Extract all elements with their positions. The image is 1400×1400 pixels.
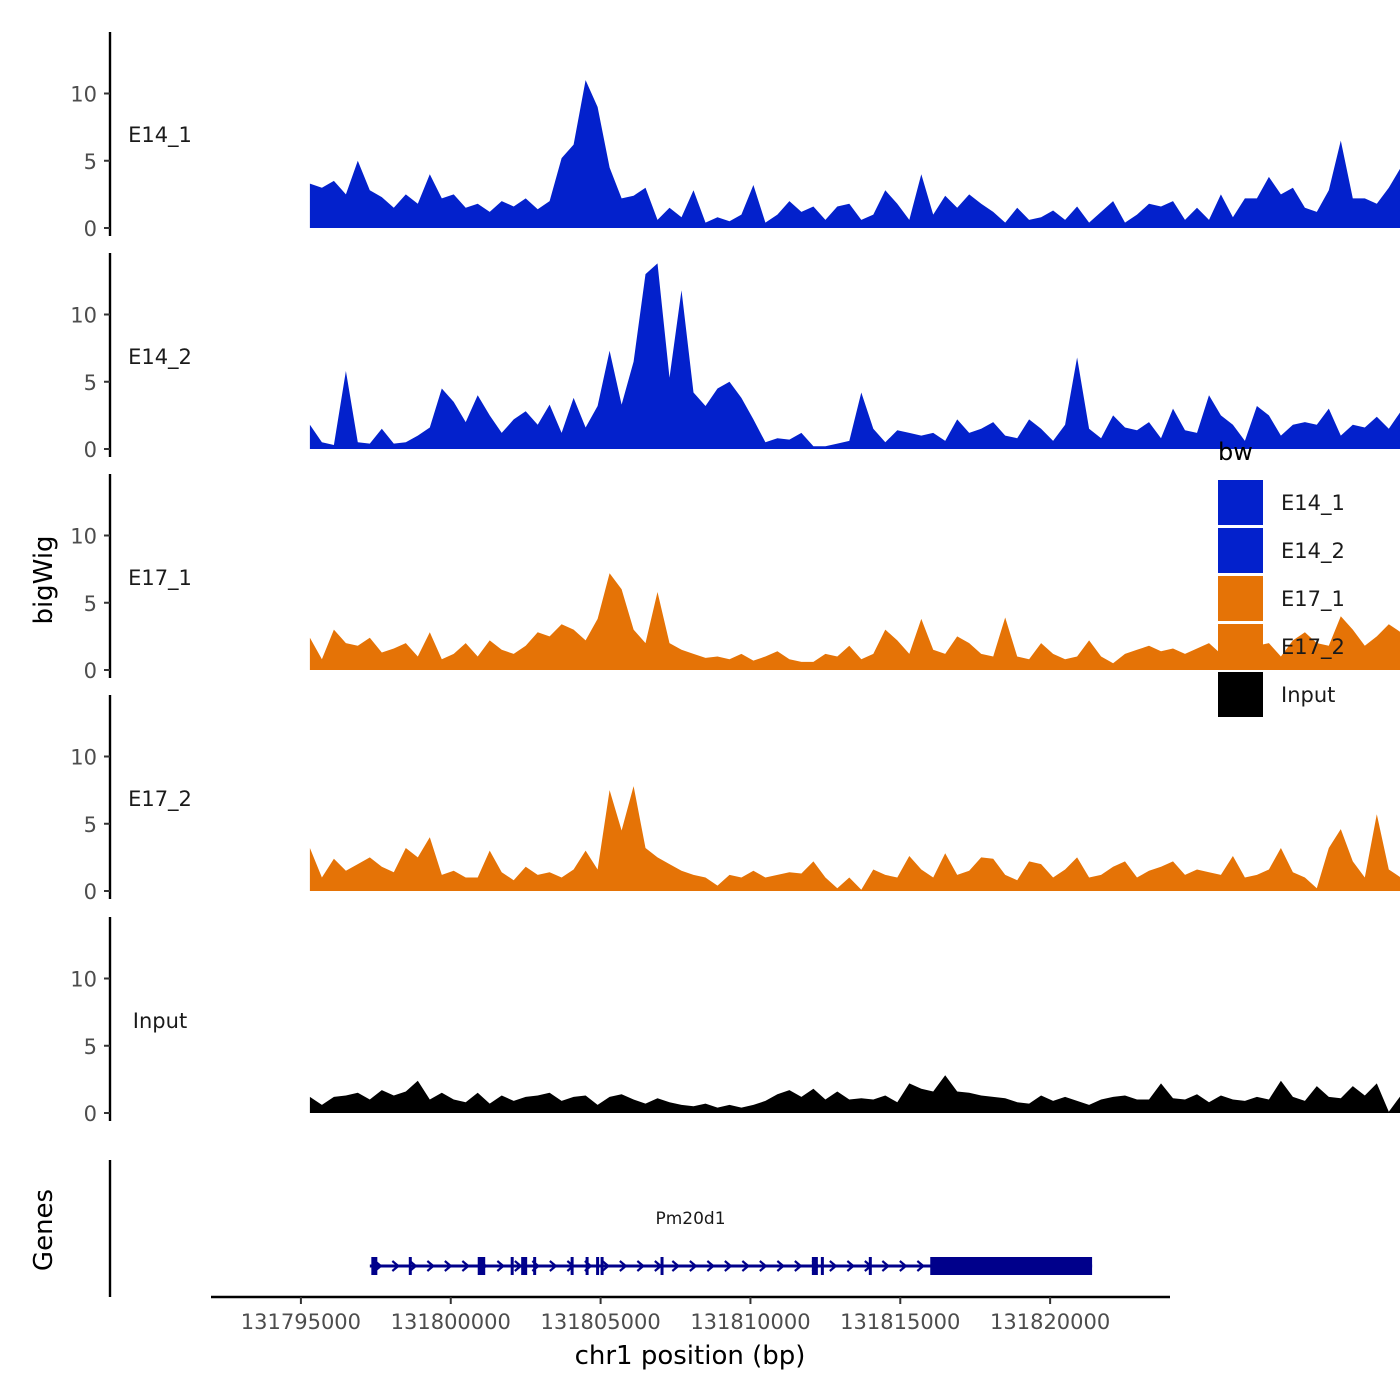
exon-pm20d1-14 [930, 1257, 1093, 1275]
track-panel-e17-1: 0 5 10 E17_1 [70, 474, 1400, 683]
strand-arrow [514, 1260, 523, 1272]
signal-area-e14-1 [309, 80, 1400, 228]
strand-arrow [549, 1260, 558, 1272]
track-label-input: Input [133, 1009, 187, 1033]
legend-title: bw [1218, 438, 1253, 466]
exon-pm20d1-3 [510, 1257, 514, 1275]
strand-arrow [724, 1260, 733, 1272]
exon-pm20d1-8 [596, 1257, 600, 1275]
legend-label-e17-2: E17_2 [1281, 635, 1345, 660]
y-tick-label-input-10: 10 [70, 968, 97, 992]
y-tick-label-input-5: 5 [84, 1035, 97, 1059]
x-tick-label-131820000: 131820000 [990, 1310, 1110, 1334]
y-tick-label-e17-2-10: 10 [70, 746, 97, 770]
signal-area-input [309, 1075, 1400, 1113]
signal-area-e17-2 [309, 786, 1400, 891]
exon-pm20d1-0 [371, 1257, 378, 1275]
track-label-e17-2: E17_2 [128, 787, 192, 812]
track-panel-e17-2: 0 5 10 E17_2 [70, 695, 1400, 904]
strand-arrow [409, 1260, 418, 1272]
legend: bw E14_1 E14_2 E17_1 E17_2 Input [1218, 438, 1345, 717]
exon-pm20d1-7 [585, 1257, 589, 1275]
legend-label-e14-2: E14_2 [1281, 539, 1345, 564]
strand-arrow [391, 1260, 401, 1272]
y-tick-label-e14-1-5: 5 [84, 150, 97, 174]
exon-pm20d1-13 [868, 1257, 872, 1275]
track-panel-e14-1: 0 5 10 E14_1 [70, 32, 1400, 241]
y-tick-label-e14-2-5: 5 [84, 371, 97, 395]
strand-arrow [671, 1260, 681, 1272]
strand-arrow [759, 1260, 768, 1272]
genes-axis-title: Genes [29, 1189, 59, 1271]
x-axis-title: chr1 position (bp) [575, 1341, 806, 1371]
strand-arrow [794, 1260, 803, 1272]
y-tick-label-e14-2-0: 0 [84, 438, 97, 462]
strand-arrow [741, 1260, 751, 1272]
gene-label-pm20d1: Pm20d1 [655, 1209, 725, 1229]
exon-pm20d1-12 [820, 1257, 824, 1275]
x-tick-label-131805000: 131805000 [540, 1310, 660, 1334]
y-axis-title: bigWig [29, 535, 59, 624]
signal-area-e14-2 [309, 263, 1400, 449]
exon-pm20d1-6 [570, 1257, 574, 1275]
legend-swatch-e14-2 [1218, 528, 1263, 573]
signal-area-e17-1 [309, 573, 1400, 670]
x-tick-label-131810000: 131810000 [690, 1310, 810, 1334]
exon-pm20d1-1 [408, 1257, 412, 1275]
strand-arrow [444, 1260, 453, 1272]
track-label-e14-1: E14_1 [128, 123, 192, 148]
y-tick-label-e14-1-0: 0 [84, 217, 97, 241]
strand-arrow [689, 1260, 698, 1272]
y-tick-label-e17-1-5: 5 [84, 592, 97, 616]
exon-pm20d1-5 [533, 1257, 537, 1275]
y-tick-label-e14-1-10: 10 [70, 83, 97, 107]
x-axis: 131795000 131800000 131805000 131810000 1318… [211, 1295, 1170, 1334]
legend-swatch-e14-1 [1218, 480, 1263, 525]
exon-pm20d1-11 [811, 1257, 818, 1275]
exon-pm20d1-9 [600, 1257, 604, 1275]
y-tick-label-e17-1-0: 0 [84, 659, 97, 683]
track-label-e17-1: E17_1 [128, 566, 192, 591]
legend-swatch-e17-2 [1218, 624, 1263, 669]
legend-label-e17-1: E17_1 [1281, 587, 1345, 612]
exon-pm20d1-2 [477, 1257, 486, 1275]
strand-arrow [426, 1260, 436, 1272]
strand-arrow [601, 1260, 611, 1272]
track-panel-e14-2: 0 5 10 E14_2 [70, 253, 1400, 462]
legend-swatch-input [1218, 672, 1263, 717]
gene-track-panel: Pm20d1 [108, 1160, 1093, 1297]
strand-arrow [846, 1260, 856, 1272]
strand-arrow [636, 1260, 646, 1272]
legend-label-e14-1: E14_1 [1281, 491, 1345, 516]
track-label-e14-2: E14_2 [128, 345, 192, 370]
exon-pm20d1-4 [521, 1257, 528, 1275]
x-tick-label-131815000: 131815000 [840, 1310, 960, 1334]
strand-arrow [899, 1260, 908, 1272]
strand-arrow [619, 1260, 628, 1272]
y-tick-label-e17-2-5: 5 [84, 813, 97, 837]
strand-arrow [916, 1260, 926, 1272]
y-tick-label-e17-1-10: 10 [70, 525, 97, 549]
strand-arrow [461, 1260, 471, 1272]
legend-swatch-e17-1 [1218, 576, 1263, 621]
x-tick-label-131795000: 131795000 [241, 1310, 361, 1334]
exon-pm20d1-10 [660, 1257, 664, 1275]
strand-arrow [776, 1260, 786, 1272]
y-tick-label-e17-2-0: 0 [84, 880, 97, 904]
legend-label-input: Input [1281, 683, 1335, 707]
track-panel-input: 0 5 10 Input [70, 917, 1400, 1126]
strand-arrow [829, 1260, 838, 1272]
strand-arrow [706, 1260, 716, 1272]
y-tick-label-input-0: 0 [84, 1102, 97, 1126]
strand-arrow [881, 1260, 891, 1272]
x-tick-label-131800000: 131800000 [391, 1310, 511, 1334]
y-tick-label-e14-2-10: 10 [70, 304, 97, 328]
strand-arrow [496, 1260, 506, 1272]
